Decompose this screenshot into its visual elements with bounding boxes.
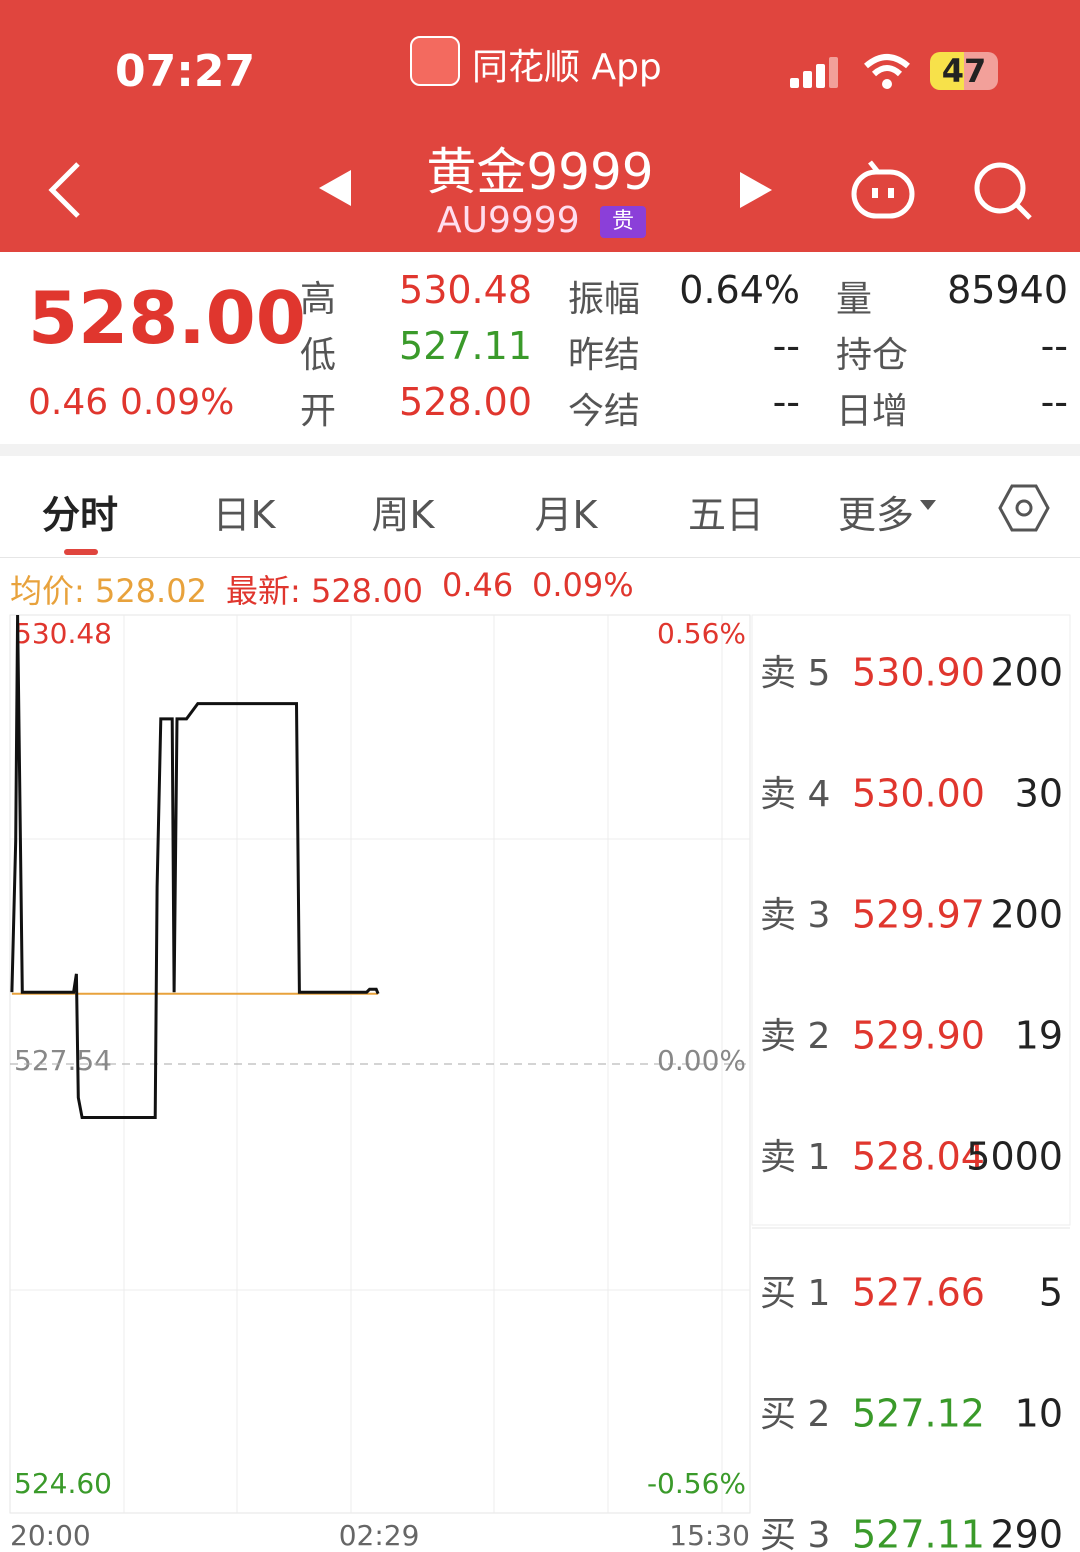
- order-label: 卖 4: [760, 774, 830, 815]
- tab[interactable]: 分时: [41, 493, 118, 537]
- stat-value: 530.48: [399, 268, 532, 312]
- signal-icon: [790, 57, 838, 88]
- prev-button[interactable]: [315, 168, 355, 208]
- stat-value: 0.64%: [679, 268, 800, 312]
- stat-label: 今结: [568, 391, 641, 432]
- stat-label: 振幅: [568, 279, 641, 320]
- y-tick-label: 527.54: [14, 1044, 112, 1077]
- stat-value: --: [1040, 324, 1068, 368]
- code: AU9999: [437, 200, 580, 241]
- order-price: 527.66: [852, 1271, 985, 1315]
- stat-value: 528.00: [399, 380, 532, 424]
- stat-value: --: [772, 324, 800, 368]
- order-volume: 290: [990, 1513, 1063, 1552]
- stat-value: 527.11: [399, 324, 532, 368]
- stat-value: --: [772, 380, 800, 424]
- stat-label: 开: [300, 391, 337, 432]
- stat-label: 高: [300, 279, 337, 320]
- tab-indicator: [64, 549, 98, 555]
- next-button[interactable]: [736, 170, 776, 210]
- order-label: 买 2: [760, 1394, 830, 1435]
- order-price: 527.11: [852, 1513, 985, 1552]
- y2-tick-label: 0.00%: [657, 1044, 746, 1077]
- search-button[interactable]: [972, 160, 1034, 222]
- change: 0.46: [28, 382, 109, 423]
- divider: [0, 557, 1080, 558]
- tab[interactable]: 周K: [371, 493, 435, 537]
- x-tick-label: 02:29: [339, 1519, 420, 1552]
- wifi-icon: [864, 54, 910, 89]
- order-volume: 200: [990, 893, 1063, 937]
- change-pct: 0.09%: [120, 382, 235, 423]
- title: 黄金9999: [426, 143, 654, 201]
- order-price: 529.90: [852, 1014, 985, 1058]
- y-tick-label: 530.48: [14, 617, 112, 650]
- order-price: 528.04: [852, 1135, 985, 1179]
- stat-label: 持仓: [836, 335, 909, 376]
- order-book-frame: [751, 614, 1071, 1226]
- tab[interactable]: 日K: [212, 493, 276, 537]
- order-volume: 5000: [966, 1135, 1063, 1179]
- header: 07:27 同花顺 App 47 黄金9999 AU9999 贵: [0, 0, 1080, 252]
- order-price: 530.90: [852, 651, 985, 695]
- latest-pct: 0.09%: [532, 566, 634, 604]
- stat-label: 日增: [836, 391, 909, 432]
- stat-value: --: [1040, 380, 1068, 424]
- price-line: [10, 614, 380, 1119]
- robot-button[interactable]: [848, 158, 918, 222]
- order-volume: 30: [1015, 772, 1063, 816]
- dropdown-arrow[interactable]: [920, 500, 936, 510]
- battery: 47: [930, 52, 998, 90]
- x-tick-label: 20:00: [10, 1519, 91, 1552]
- y2-tick-label: 0.56%: [657, 617, 746, 650]
- tab[interactable]: 更多: [837, 493, 914, 537]
- avg-price: 均价: 528.02: [10, 572, 207, 610]
- latest-price: 最新: 528.00: [226, 572, 423, 610]
- order-volume: 200: [990, 651, 1063, 695]
- app-icon: [410, 36, 460, 86]
- order-price: 530.00: [852, 772, 985, 816]
- stat-label: 昨结: [568, 335, 641, 376]
- latest-change: 0.46: [442, 566, 514, 604]
- y2-tick-label: -0.56%: [647, 1467, 746, 1500]
- y-tick-label: 524.60: [14, 1467, 112, 1500]
- order-price: 529.97: [852, 893, 985, 937]
- stat-label: 低: [300, 335, 337, 376]
- order-volume: 10: [1015, 1392, 1063, 1436]
- tab[interactable]: 月K: [534, 493, 598, 537]
- order-volume: 5: [1039, 1271, 1063, 1315]
- app-name: 同花顺 App: [472, 47, 662, 88]
- status-time: 07:27: [115, 46, 256, 97]
- divider: [0, 444, 1080, 456]
- x-tick-label: 15:30: [669, 1519, 750, 1552]
- price: 528.00: [28, 276, 306, 360]
- order-price: 527.12: [852, 1392, 985, 1436]
- settings-button[interactable]: [998, 484, 1050, 532]
- order-volume: 19: [1015, 1014, 1063, 1058]
- order-label: 买 3: [760, 1515, 830, 1552]
- order-label: 卖 3: [760, 895, 830, 936]
- order-label: 卖 1: [760, 1137, 830, 1178]
- order-label: 买 1: [760, 1273, 830, 1314]
- back-button[interactable]: [40, 160, 90, 220]
- order-label: 卖 2: [760, 1016, 830, 1057]
- badge: 贵: [600, 206, 646, 238]
- tab[interactable]: 五日: [687, 493, 764, 537]
- stat-value: 85940: [947, 268, 1068, 312]
- stat-label: 量: [836, 279, 873, 320]
- order-label: 卖 5: [760, 653, 830, 694]
